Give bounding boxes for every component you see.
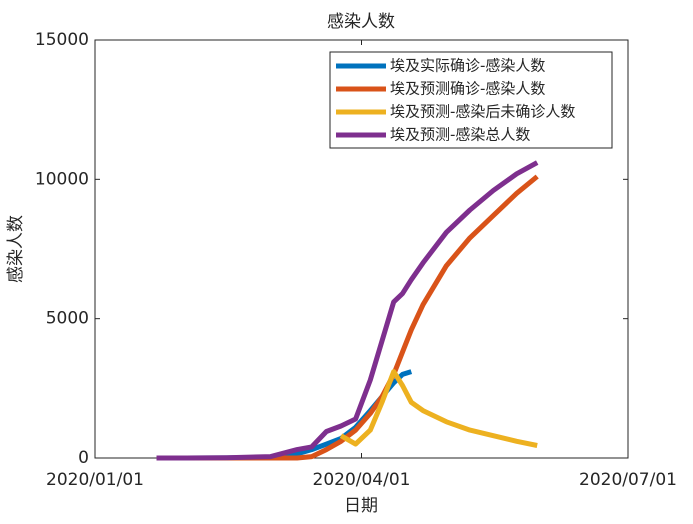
series-line: [156, 369, 413, 461]
y-tick-label: 15000: [35, 30, 89, 50]
y-tick-label: 5000: [46, 309, 89, 329]
series-line: [339, 369, 538, 448]
x-tick-label: 2020/07/01: [579, 470, 677, 490]
series-line: [156, 174, 539, 461]
y-axis-label: 感染人数: [6, 215, 26, 283]
y-tick-label: 10000: [35, 169, 89, 189]
x-tick-label: 2020/01/01: [46, 470, 144, 490]
legend-box: [329, 51, 613, 149]
x-tick-label: 2020/04/01: [313, 470, 411, 490]
legend-label: 埃及实际确诊-感染人数: [390, 57, 545, 75]
y-tick-label: 0: [78, 448, 89, 468]
legend-label: 埃及预测-感染总人数: [390, 126, 530, 144]
chart-title: 感染人数: [327, 12, 395, 32]
legend-label: 埃及预测确诊-感染人数: [390, 80, 545, 98]
x-axis-label: 日期: [344, 496, 378, 516]
legend-label: 埃及预测-感染后未确诊人数: [390, 103, 575, 121]
legend: 埃及实际确诊-感染人数埃及预测确诊-感染人数埃及预测-感染后未确诊人数埃及预测-…: [329, 51, 613, 149]
series-line: [156, 160, 539, 461]
